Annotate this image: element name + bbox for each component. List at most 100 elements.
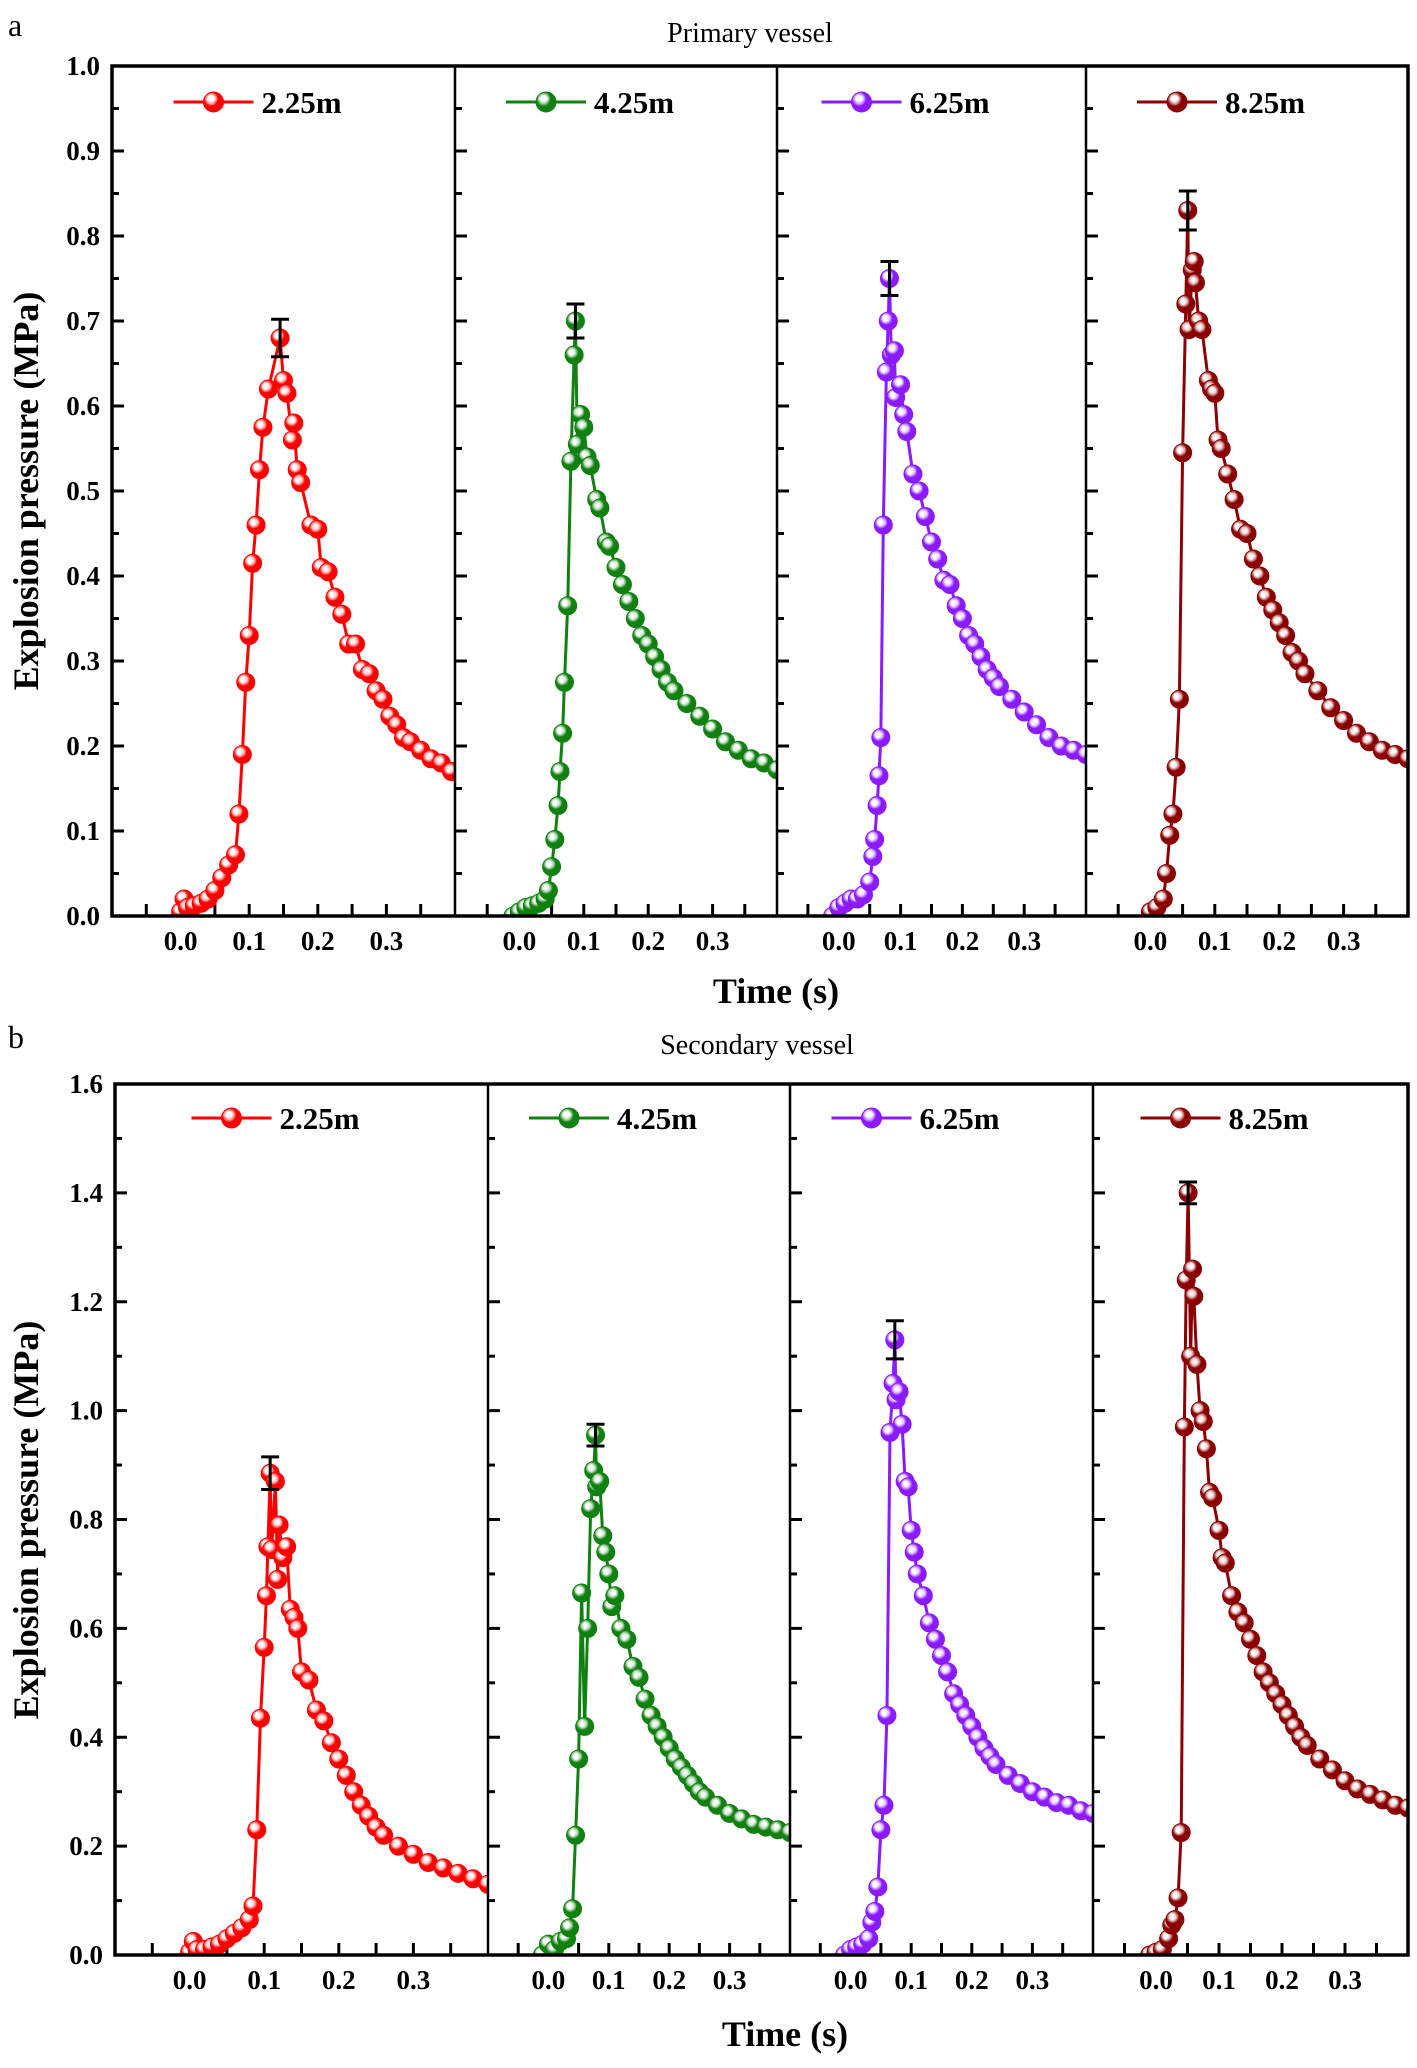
error-bar: [586, 1422, 605, 1448]
data-point: [359, 664, 379, 684]
series-6.25m: [823, 269, 1086, 916]
data-point: [314, 1711, 334, 1731]
series-4.25m: [532, 1425, 790, 1955]
panel-8.25m: 0.0 0.1 0.2 0.3 8.25m: [1086, 64, 1408, 956]
data-point: [373, 689, 393, 709]
data-point: [898, 1477, 918, 1497]
data-point: [865, 830, 885, 849]
x-axis-label-secondary: Time (s): [722, 2014, 848, 2054]
data-point: [1295, 664, 1315, 684]
legend-label: 6.25m: [910, 85, 990, 120]
y-tick-label: 0.9: [66, 136, 100, 166]
data-point: [878, 311, 898, 331]
data-point: [232, 745, 252, 764]
x-tick-label: 0.0: [503, 926, 537, 956]
data-point: [894, 405, 914, 424]
data-point: [554, 672, 574, 692]
data-point: [566, 1825, 586, 1845]
data-point: [867, 796, 887, 815]
y-tick-label: 0.6: [69, 1613, 103, 1643]
data-point: [596, 1542, 616, 1562]
error-bar: [1178, 189, 1197, 232]
data-point: [1297, 1735, 1317, 1755]
legend-label: 4.25m: [594, 85, 674, 120]
data-point: [938, 1662, 958, 1682]
data-point: [901, 1520, 921, 1540]
data-point: [329, 1749, 349, 1769]
data-point: [1398, 1798, 1408, 1818]
data-point: [897, 422, 917, 441]
data-point: [629, 1667, 649, 1687]
x-tick-label: 0.1: [592, 1965, 626, 1995]
data-point: [590, 498, 610, 518]
chart-title-primary: Primary vessel: [667, 18, 833, 49]
data-point: [871, 1820, 891, 1840]
y-tick-label: 1.6: [69, 1069, 103, 1099]
legend-marker: [861, 1107, 882, 1129]
y-tick-label: 0.2: [69, 1831, 103, 1861]
data-point: [291, 473, 311, 492]
data-point: [318, 562, 338, 582]
data-point: [619, 592, 639, 611]
data-point: [1184, 1286, 1204, 1306]
data-point: [374, 1825, 394, 1845]
data-point: [1222, 1586, 1242, 1606]
data-point: [580, 456, 600, 475]
data-point: [986, 1754, 1006, 1774]
data-point: [1192, 320, 1212, 339]
data-point: [442, 762, 455, 781]
data-point: [859, 1929, 879, 1949]
legend-marker: [1166, 91, 1188, 113]
data-point: [572, 1583, 592, 1603]
data-point: [545, 830, 565, 849]
x-tick-label: 0.1: [232, 926, 266, 956]
data-point: [567, 434, 587, 454]
series-line: [179, 337, 453, 913]
data-point: [403, 1844, 423, 1864]
data-point: [575, 1716, 595, 1736]
data-point: [553, 723, 573, 743]
series-4.25m: [503, 311, 777, 916]
data-point: [952, 609, 972, 628]
data-point: [558, 596, 578, 616]
x-tick-label: 0.0: [173, 1965, 207, 1995]
data-point: [1027, 715, 1047, 735]
data-point: [1185, 273, 1205, 293]
legend-4.25m: 4.25m: [506, 85, 674, 120]
panel-label-a: a: [8, 7, 22, 43]
data-point: [1171, 1823, 1191, 1843]
legend-6.25m: 6.25m: [831, 1101, 1000, 1136]
x-tick-label: 0.1: [247, 1965, 281, 1995]
data-point: [928, 549, 948, 569]
data-point: [617, 1629, 637, 1649]
legend-6.25m: 6.25m: [821, 85, 990, 120]
data-point: [1322, 1760, 1342, 1780]
data-point: [1002, 689, 1022, 709]
legend-4.25m: 4.25m: [529, 1101, 697, 1136]
legend-marker: [851, 91, 872, 113]
y-tick-label: 0.5: [66, 476, 100, 506]
data-point: [1308, 681, 1328, 701]
data-point: [1187, 1354, 1207, 1374]
data-point: [299, 1670, 319, 1690]
data-point: [593, 1526, 613, 1546]
data-point: [542, 857, 562, 877]
data-point: [1234, 1613, 1254, 1633]
data-point: [877, 1705, 897, 1725]
legend-2.25m: 2.25m: [191, 1101, 360, 1136]
x-tick-label: 0.3: [1327, 926, 1361, 956]
series-8.25m: [1140, 1183, 1408, 1955]
x-axis-label-primary: Time (s): [713, 971, 839, 1011]
data-point: [780, 1823, 790, 1843]
data-point: [538, 881, 558, 900]
data-point: [1243, 549, 1263, 569]
data-point: [254, 1637, 274, 1657]
data-point: [919, 1613, 939, 1633]
x-tick-label: 0.2: [955, 1965, 989, 1995]
legend-marker: [1170, 1107, 1191, 1129]
error-bar: [885, 1319, 904, 1361]
data-point: [268, 1569, 288, 1589]
data-point: [903, 464, 923, 484]
data-point: [256, 1586, 276, 1606]
